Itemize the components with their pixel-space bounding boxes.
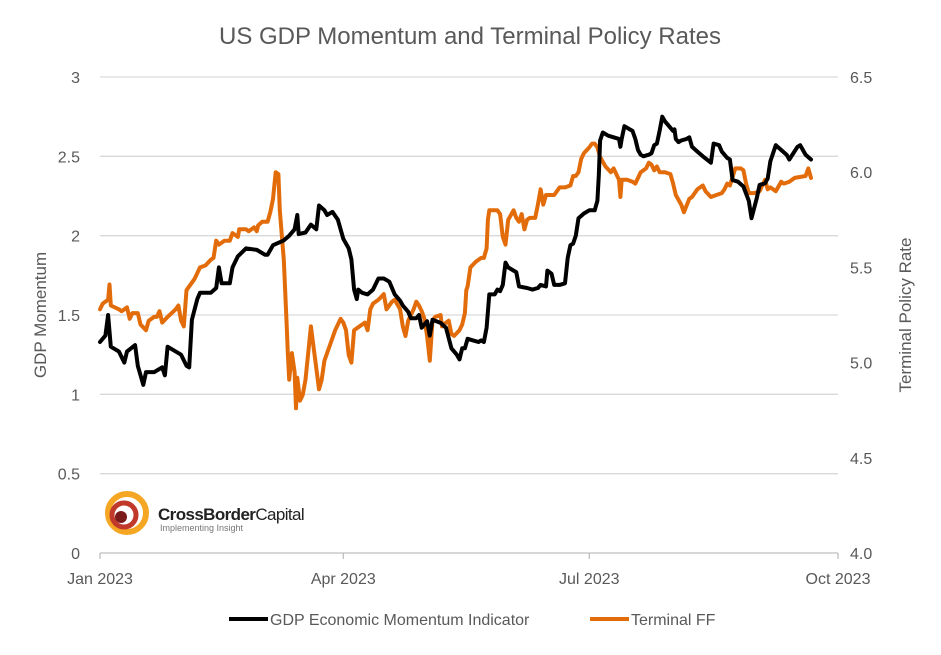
y-axis-left: 0 0.5 1 1.5 2 2.5 3 bbox=[58, 70, 80, 563]
legend-label-gdp: GDP Economic Momentum Indicator bbox=[270, 612, 530, 629]
logo-name-light: Capital bbox=[255, 505, 304, 524]
legend: GDP Economic Momentum Indicator Terminal… bbox=[229, 612, 716, 629]
y-tick-label: 2 bbox=[71, 229, 80, 246]
x-axis: Jan 2023 Apr 2023 Jul 2023 Oct 2023 bbox=[67, 553, 871, 588]
legend-item-terminal-ff[interactable]: Terminal FF bbox=[590, 612, 716, 629]
y-tick-label: 0.5 bbox=[58, 467, 80, 484]
x-tick-label: Oct 2023 bbox=[806, 571, 871, 588]
y2-tick-label: 5.5 bbox=[850, 260, 872, 277]
y2-tick-label: 4.5 bbox=[850, 451, 872, 468]
y2-tick-label: 4.0 bbox=[850, 546, 872, 563]
y-tick-label: 3 bbox=[71, 70, 80, 87]
logo: CrossBorderCapital Implementing Insight bbox=[105, 491, 305, 535]
y2-tick-label: 5.0 bbox=[850, 356, 872, 373]
y2-tick-label: 6.5 bbox=[850, 70, 872, 87]
svg-text:CrossBorderCapital: CrossBorderCapital bbox=[158, 505, 304, 524]
legend-item-gdp[interactable]: GDP Economic Momentum Indicator bbox=[229, 612, 530, 629]
x-tick-label: Jul 2023 bbox=[559, 571, 620, 588]
chart-title: US GDP Momentum and Terminal Policy Rate… bbox=[219, 23, 721, 50]
logo-mark-outer bbox=[105, 491, 149, 535]
y-axis-title: GDP Momentum bbox=[31, 252, 50, 378]
y2-axis-title: Terminal Policy Rate bbox=[896, 238, 915, 393]
y2-tick-label: 6.0 bbox=[850, 165, 872, 182]
y-tick-label: 1 bbox=[71, 387, 80, 404]
y-tick-label: 2.5 bbox=[58, 149, 80, 166]
series-group bbox=[98, 114, 813, 411]
logo-name-bold: CrossBorder bbox=[158, 505, 256, 524]
logo-mark-mid bbox=[109, 500, 139, 530]
series-line-terminal-ff bbox=[98, 141, 813, 411]
y-tick-label: 1.5 bbox=[58, 308, 80, 325]
logo-tagline: Implementing Insight bbox=[160, 523, 244, 533]
logo-mark-inner bbox=[115, 511, 127, 523]
x-tick-label: Jan 2023 bbox=[67, 571, 133, 588]
y-tick-label: 0 bbox=[71, 546, 80, 563]
series-line-gdp-economic-momentum-indicator bbox=[98, 114, 813, 387]
y-axis-right: 4.0 4.5 5.0 5.5 6.0 6.5 bbox=[850, 70, 872, 563]
legend-label-terminal-ff: Terminal FF bbox=[631, 612, 716, 629]
gridlines bbox=[100, 76, 838, 554]
x-tick-label: Apr 2023 bbox=[311, 571, 376, 588]
